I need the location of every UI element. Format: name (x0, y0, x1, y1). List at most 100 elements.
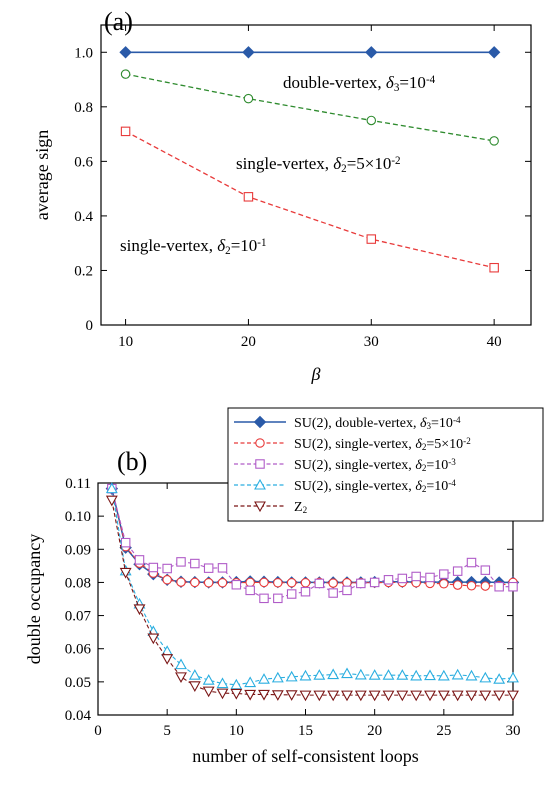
panel-b-data-point (313, 669, 326, 680)
panel-b-data-point (162, 575, 172, 585)
panel-a-x-axis-title: β (311, 364, 321, 384)
panel-b-data-point (507, 690, 519, 702)
panel-b-series-su2_sv4 (105, 482, 519, 690)
panel-a-y-tick-label: 0.4 (74, 209, 93, 225)
panel-b-data-point (424, 690, 436, 702)
panel-b-data-point (480, 581, 491, 591)
panel-b-legend-entry-su2_sv3: SU(2), single-vertex, δ2=10-3 (234, 457, 456, 473)
panel-b-x-tick-label: 0 (94, 723, 102, 739)
panel-b-legend-marker (255, 459, 265, 469)
panel-b-data-point (245, 585, 255, 596)
panel-b-y-tick-label: 0.08 (65, 575, 91, 591)
panel-b-data-point (202, 686, 215, 698)
panel-b-data-point (410, 669, 423, 681)
panel-b-data-point (105, 482, 118, 494)
panel-b-y-tick-label: 0.09 (65, 542, 91, 558)
panel-b-legend-entry-z2: Z2 (234, 500, 308, 515)
panel-b-series-z2 (105, 495, 519, 702)
panel-a-x-tick-label: 20 (241, 334, 256, 350)
panel-b-data-point (368, 690, 381, 702)
panel-b-data-point (258, 673, 270, 684)
panel-b-data-point (299, 669, 312, 681)
panel-b-data-point (188, 681, 201, 692)
panel-b-legend-marker (253, 415, 267, 429)
panel-b-data-point (313, 690, 326, 702)
panel-b-x-tick-label: 25 (436, 723, 451, 739)
panel-a-data-point (120, 126, 131, 137)
panel-b-data-point (190, 558, 200, 569)
panel-b-data-point (437, 690, 450, 702)
panel-b-data-point (368, 669, 381, 680)
panel-b-data-point (342, 585, 352, 596)
panel-b-data-point (382, 669, 395, 680)
panel-b-data-point (217, 563, 228, 573)
panel-b-data-point (341, 690, 353, 702)
panel-a-average-sign-chart: 10 20 30 40 0 0.2 0.4 0.6 0.8 1.0 (a) β average sign… (32, 7, 532, 384)
panel-b-data-point (465, 669, 478, 681)
panel-a-data-point (489, 136, 499, 146)
panel-b-data-point (354, 668, 367, 680)
panel-b-data-point (369, 577, 380, 588)
panel-b-data-point (410, 690, 423, 702)
panel-a-series-dv (119, 46, 501, 59)
panel-b-data-point (452, 566, 463, 576)
panel-b-data-point (231, 579, 242, 590)
panel-a-data-point (365, 46, 378, 59)
panel-b-data-point (328, 578, 338, 588)
panel-b-legend-entry-su2_dv: SU(2), double-vertex, δ3=10-4 (234, 415, 461, 432)
panel-b-data-point (148, 562, 159, 573)
panel-b-data-point (161, 654, 174, 665)
panel-b-x-tick-label: 30 (506, 723, 521, 739)
panel-a-data-point (243, 93, 254, 104)
panel-b-data-point (244, 689, 257, 701)
panel-b-data-point (466, 580, 477, 591)
panel-a-series-sv5 (120, 69, 499, 146)
panel-b-data-point (285, 690, 298, 701)
panel-b-data-point (244, 676, 257, 688)
panel-b-data-point (188, 669, 201, 680)
panel-b-data-point (425, 572, 435, 583)
panel-b-data-point (162, 563, 172, 574)
panel-a-x-tick-label: 30 (364, 334, 379, 350)
panel-b-data-point (300, 586, 311, 597)
panel-b-data-point (411, 571, 421, 582)
panel-b-double-occupancy-chart: 0 5 10 15 20 25 30 0.04 0.05 0.06 0.07 0.08 0.09 0.10… (24, 407, 544, 766)
panel-a-annotation-dv: double-vertex, δ3=10-4 (283, 73, 436, 94)
panel-b-data-point (134, 555, 145, 565)
panel-b-legend-label: SU(2), single-vertex, δ2=5×10-2 (294, 436, 471, 453)
panel-b-data-point (397, 573, 408, 584)
panel-a-series-line (125, 73, 495, 142)
panel-b-data-point (216, 677, 229, 689)
panel-b-data-point (493, 673, 506, 684)
panel-b-data-point (133, 604, 146, 616)
panel-a-y-tick-label: 0.2 (74, 263, 93, 279)
panel-a-data-point (242, 46, 255, 59)
panel-a-y-tick-label: 0 (86, 318, 94, 334)
panel-b-data-point (479, 690, 492, 702)
panel-b-data-point (259, 577, 269, 588)
panel-b-legend-label: SU(2), double-vertex, δ3=10-4 (294, 415, 461, 432)
panel-b-data-point (508, 581, 518, 592)
panel-b-data-point (356, 578, 366, 589)
panel-b-y-tick-label: 0.10 (65, 509, 91, 525)
panel-b-legend-label: Z2 (294, 500, 308, 515)
panel-b-data-point (439, 579, 449, 589)
panel-b-y-tick-label: 0.06 (65, 642, 92, 658)
panel-b-x-tick-label: 5 (163, 723, 171, 739)
panel-b-data-point (259, 593, 269, 604)
panel-b-legend-label: SU(2), single-vertex, δ2=10-4 (294, 478, 456, 495)
panel-b-data-point (286, 578, 297, 588)
panel-b-data-point (147, 633, 160, 645)
panel-a-data-point (243, 192, 254, 202)
panel-b-data-point (480, 565, 491, 575)
panel-a-x-tick-label: 40 (487, 334, 502, 350)
panel-b-data-point (217, 578, 228, 588)
panel-b-data-point (327, 668, 340, 680)
panel-b-y-tick-label: 0.05 (65, 675, 91, 691)
panel-b-data-point (300, 578, 311, 588)
panel-a-x-tick-label: 10 (118, 334, 133, 350)
panel-b-data-point (354, 690, 367, 702)
panel-b-data-point (341, 667, 353, 679)
panel-b-data-point (451, 690, 464, 702)
